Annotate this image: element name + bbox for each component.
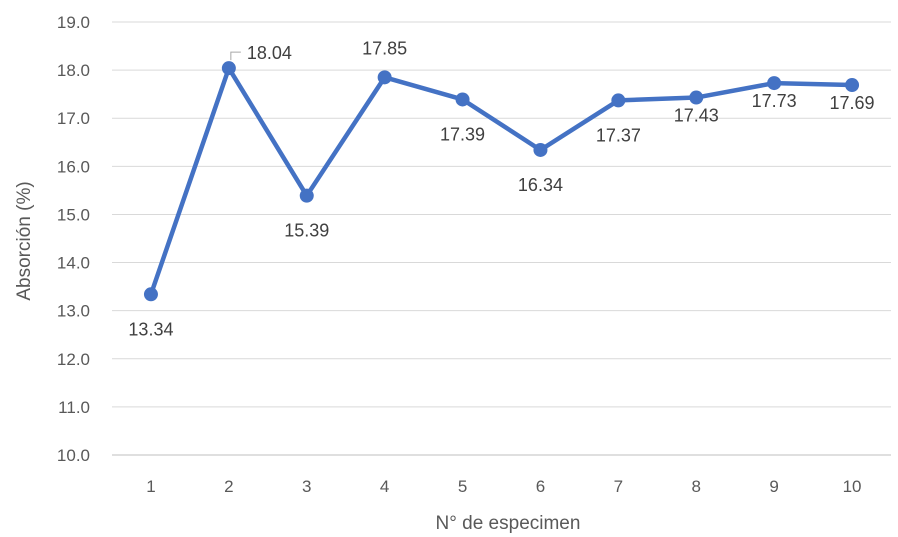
y-tick-label: 19.0 bbox=[57, 13, 90, 32]
data-point bbox=[611, 93, 626, 108]
data-label: 17.43 bbox=[674, 106, 719, 126]
data-point bbox=[377, 70, 392, 85]
data-point bbox=[689, 90, 704, 105]
data-label: 17.39 bbox=[440, 124, 485, 144]
y-tick-label: 16.0 bbox=[57, 157, 90, 176]
data-label: 15.39 bbox=[284, 221, 329, 241]
x-tick-label: 10 bbox=[843, 477, 862, 496]
data-label: 17.85 bbox=[362, 38, 407, 58]
x-tick-label: 8 bbox=[692, 477, 701, 496]
x-axis-ticks: 1 2 3 4 5 6 7 8 9 10 bbox=[146, 477, 861, 496]
gridlines bbox=[112, 21, 891, 408]
data-point bbox=[299, 188, 314, 203]
y-tick-label: 18.0 bbox=[57, 61, 90, 80]
data-label: 16.34 bbox=[518, 175, 563, 195]
y-tick-label: 15.0 bbox=[57, 205, 90, 224]
data-point bbox=[845, 78, 860, 93]
y-tick-label: 13.0 bbox=[57, 302, 90, 321]
series-group bbox=[143, 61, 860, 302]
y-tick-label: 11.0 bbox=[58, 398, 90, 417]
x-tick-label: 2 bbox=[224, 477, 233, 496]
x-tick-label: 1 bbox=[146, 477, 155, 496]
data-label: 17.73 bbox=[752, 91, 797, 111]
data-label: 17.69 bbox=[830, 93, 875, 113]
x-tick-label: 4 bbox=[380, 477, 389, 496]
x-axis-title: N° de especimen bbox=[436, 513, 581, 534]
data-point bbox=[767, 76, 782, 91]
y-tick-label: 10.0 bbox=[57, 446, 90, 465]
x-tick-label: 5 bbox=[458, 477, 467, 496]
x-tick-label: 7 bbox=[614, 477, 623, 496]
x-tick-label: 6 bbox=[536, 477, 545, 496]
data-point bbox=[533, 142, 548, 157]
y-tick-label: 14.0 bbox=[57, 254, 90, 273]
data-label: 17.37 bbox=[596, 125, 641, 145]
data-label: 13.34 bbox=[128, 319, 173, 339]
leader-line bbox=[230, 51, 241, 61]
data-label: 18.04 bbox=[247, 43, 292, 63]
data-labels: 13.34 18.04 15.39 17.85 17.39 16.34 17.37 17.43… bbox=[128, 38, 874, 339]
data-point bbox=[143, 287, 158, 302]
y-tick-label: 12.0 bbox=[57, 350, 90, 369]
y-axis-title: Absorción (%) bbox=[14, 181, 35, 300]
x-tick-label: 9 bbox=[769, 477, 778, 496]
data-point bbox=[221, 61, 236, 76]
series-line bbox=[148, 65, 855, 297]
y-axis-ticks: 10.0 11.0 12.0 13.0 14.0 15.0 16.0 17.0 18.0 19.0 bbox=[57, 13, 90, 465]
x-tick-label: 3 bbox=[302, 477, 311, 496]
y-tick-label: 17.0 bbox=[57, 109, 90, 128]
data-point bbox=[455, 92, 470, 107]
